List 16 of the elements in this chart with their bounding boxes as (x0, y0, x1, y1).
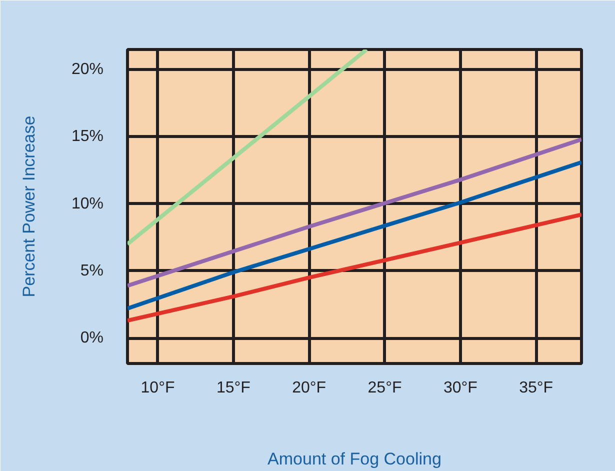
y-tick-label: 5% (80, 262, 104, 280)
x-tick-label: 25°F (368, 380, 402, 396)
y-tick-label: 10% (71, 195, 104, 212)
x-tick-label: 15°F (216, 380, 251, 396)
x-axis-title: Amount of Fog Cooling (268, 450, 442, 468)
x-tick-label: 30°F (443, 380, 478, 396)
x-tick-label: 20°F (292, 380, 326, 396)
line-series (128, 137, 582, 288)
line-series (128, 212, 582, 323)
x-tick-label: 35°F (519, 380, 554, 396)
y-tick-label: 20% (71, 61, 104, 78)
line-series (128, 160, 582, 310)
y-tick-label: 15% (71, 128, 104, 146)
y-tick-label: 0% (80, 330, 104, 347)
y-axis-title: Percent Power Increase (19, 116, 38, 298)
x-tick-label: 10°F (140, 380, 175, 396)
